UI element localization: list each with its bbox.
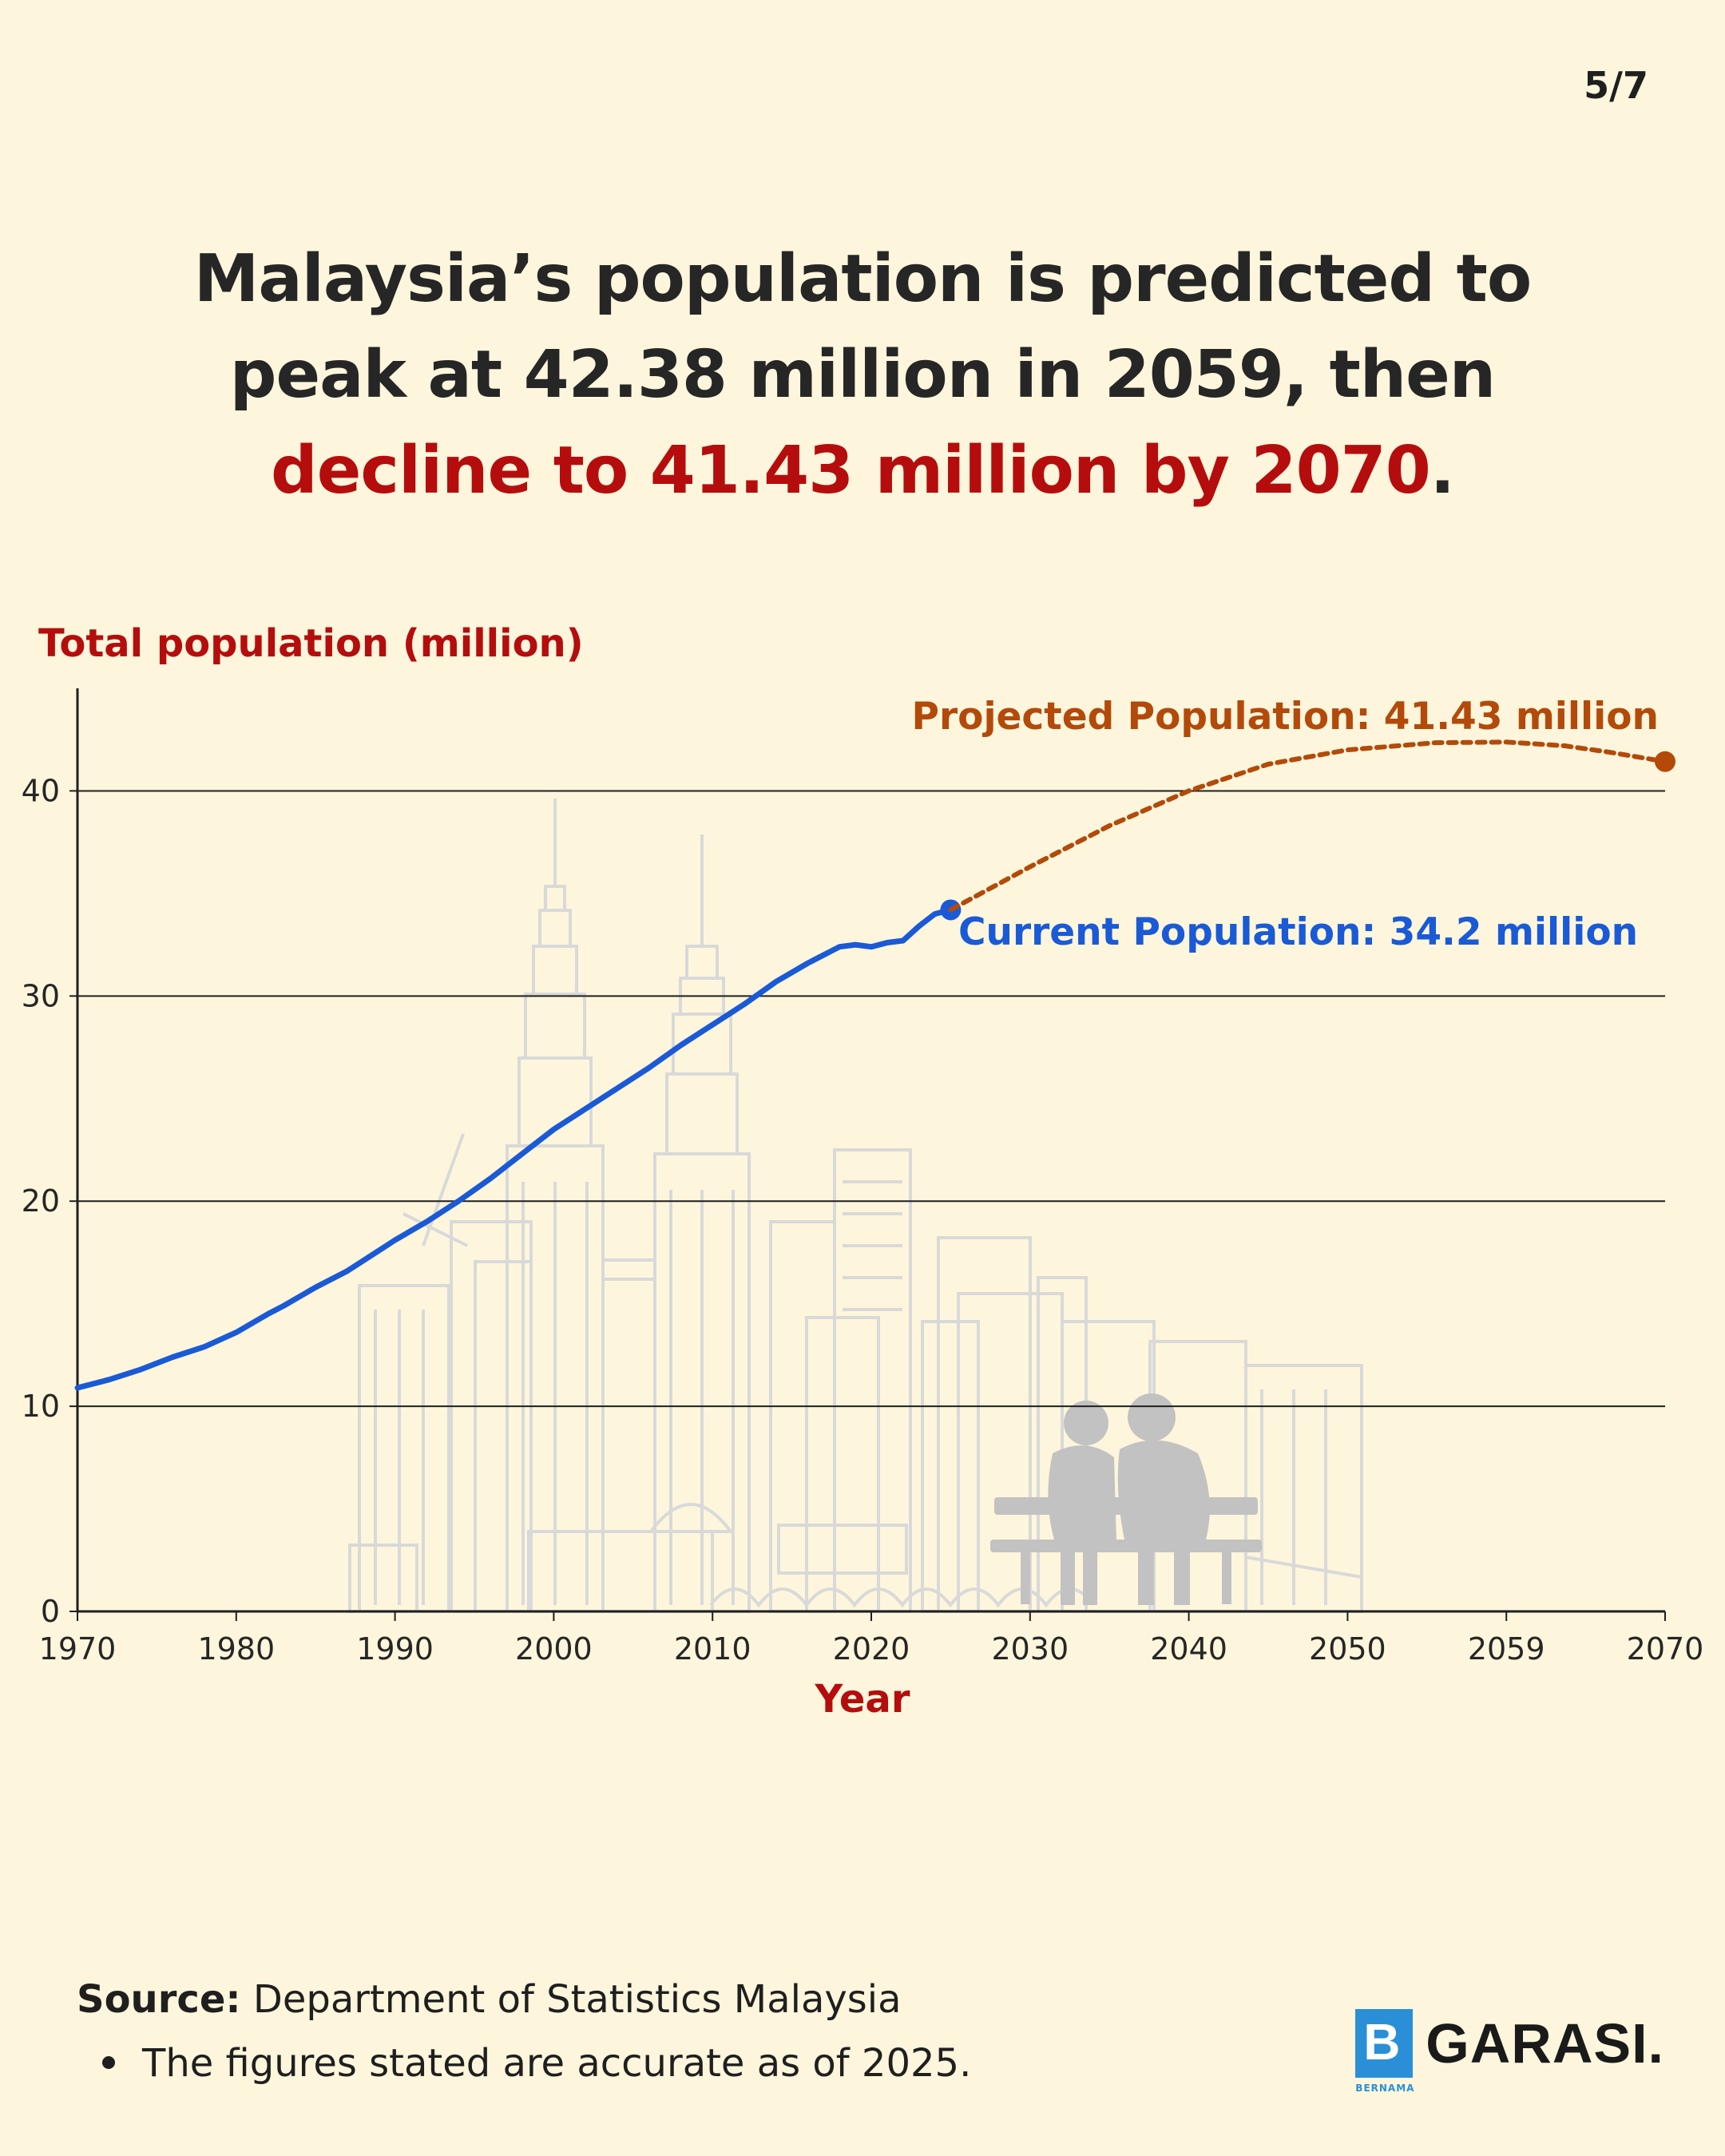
y-tick-label-30: 30 bbox=[22, 978, 60, 1013]
headline: Malaysia’s population is predicted to pe… bbox=[80, 232, 1645, 519]
elderly-couple-silhouette-icon bbox=[990, 1393, 1262, 1605]
x-tick-label-1970: 1970 bbox=[39, 1631, 117, 1667]
page-counter: 5/7 bbox=[1584, 64, 1648, 107]
gridlines bbox=[77, 790, 1665, 1408]
series-layer bbox=[74, 739, 1675, 1391]
x-tick-label-2010: 2010 bbox=[674, 1631, 751, 1667]
x-tick-label-1990: 1990 bbox=[356, 1631, 434, 1667]
x-tick-label-2070: 2070 bbox=[1627, 1631, 1704, 1667]
x-tick-label-2059: 2059 bbox=[1468, 1631, 1545, 1667]
x-axis-title: Year bbox=[815, 1677, 910, 1722]
projected-population-line bbox=[948, 739, 1668, 913]
bernama-b-icon: B BERNAMA bbox=[1355, 2009, 1414, 2094]
bullet-icon bbox=[102, 2056, 115, 2069]
x-tick-label-2000: 2000 bbox=[515, 1631, 593, 1667]
footer-note: The figures stated are accurate as of 20… bbox=[102, 2041, 971, 2086]
current-population-label: Current Population: 34.2 million bbox=[958, 910, 1638, 954]
source-line: Source: Department of Statistics Malaysi… bbox=[77, 1977, 902, 2022]
x-tick-label-2030: 2030 bbox=[991, 1631, 1069, 1667]
projected-endpoint-marker bbox=[1655, 751, 1675, 772]
logo-sub-label: BERNAMA bbox=[1355, 2083, 1415, 2094]
footer-note-text: The figures stated are accurate as of 20… bbox=[142, 2041, 972, 2086]
current-population-line bbox=[74, 906, 954, 1391]
y-axis-title: Total population (million) bbox=[38, 621, 584, 666]
y-tick-label-0: 0 bbox=[41, 1594, 60, 1629]
y-tick-label-10: 10 bbox=[22, 1389, 60, 1424]
logo-text: GARASI. bbox=[1426, 2012, 1664, 2075]
headline-line-1: Malaysia’s population is predicted to bbox=[193, 241, 1532, 317]
x-axis-ticks: 1970 1980 1990 2000 2010 2020 2030 2040 2050 2059… bbox=[39, 1611, 1704, 1667]
headline-line-3: decline to 41.43 million by 2070. bbox=[80, 423, 1645, 519]
garasi-logo: B BERNAMA GARASI. bbox=[1355, 2009, 1664, 2094]
headline-period: . bbox=[1430, 433, 1455, 509]
x-tick-label-2020: 2020 bbox=[833, 1631, 910, 1667]
source-text: Department of Statistics Malaysia bbox=[252, 1977, 902, 2022]
x-tick-label-2040: 2040 bbox=[1150, 1631, 1227, 1667]
projected-population-label: Projected Population: 41.43 million bbox=[912, 695, 1659, 739]
source-label: Source: bbox=[77, 1977, 241, 2022]
y-tick-label-20: 20 bbox=[22, 1183, 60, 1219]
x-tick-label-2050: 2050 bbox=[1309, 1631, 1386, 1667]
headline-line-2: peak at 42.38 million in 2059, then bbox=[229, 337, 1496, 413]
city-skyline-illustration bbox=[348, 799, 1363, 1613]
headline-highlight: decline to 41.43 million by 2070 bbox=[271, 433, 1431, 509]
x-tick-label-1980: 1980 bbox=[197, 1631, 275, 1667]
y-axis-ticks: 0 10 20 30 40 bbox=[22, 773, 77, 1629]
y-tick-label-40: 40 bbox=[22, 773, 60, 808]
